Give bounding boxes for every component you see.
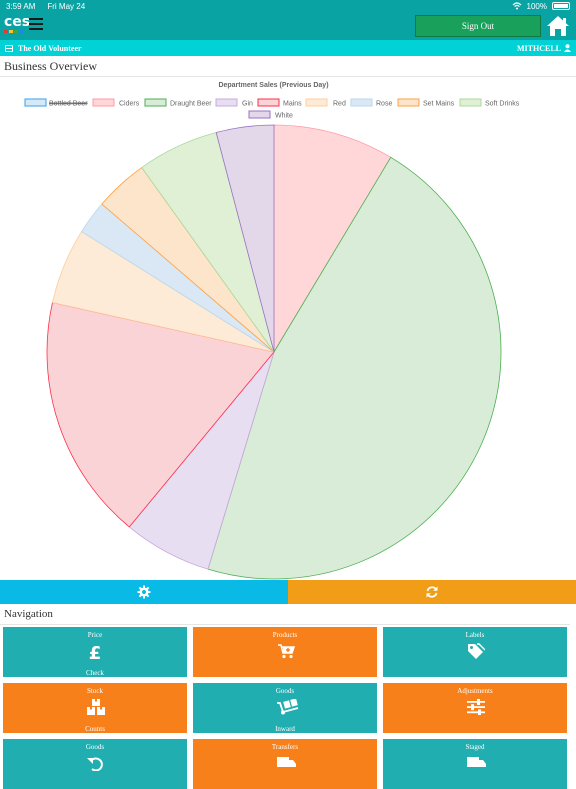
status-bar: 3:59 AM Fri May 24 100% xyxy=(0,0,576,12)
tile-labels[interactable]: Labels xyxy=(383,627,567,677)
legend-swatch[interactable] xyxy=(305,98,328,107)
action-bar xyxy=(0,580,576,604)
venue-bar: The Old Volunteer MITHCELL xyxy=(0,40,576,56)
tile-label: Labels xyxy=(465,631,485,639)
legend-swatch[interactable] xyxy=(24,98,47,107)
tile-label: Goods xyxy=(275,687,295,695)
department-sales-chart: Department Sales (Previous Day) Bottled … xyxy=(24,82,520,580)
legend-label[interactable]: Bottled Beer xyxy=(49,101,88,108)
tile-label: Adjustments xyxy=(457,687,493,695)
cart-plus-icon xyxy=(278,644,295,659)
user-icon xyxy=(564,44,571,52)
legend-label[interactable]: Red xyxy=(333,101,346,108)
tile-label: Staged xyxy=(465,743,485,751)
truck-icon xyxy=(277,757,296,767)
pie-slices xyxy=(46,124,502,580)
legend-label[interactable]: Gin xyxy=(242,101,253,108)
truck-loading-icon xyxy=(467,757,486,767)
undo-icon xyxy=(87,757,103,771)
tile-sublabel: Check xyxy=(86,669,104,677)
sliders-icon xyxy=(467,699,485,715)
legend-swatch[interactable] xyxy=(459,98,482,107)
sign-out-button[interactable]: Sign Out xyxy=(415,15,541,37)
divider xyxy=(0,76,576,77)
status-time: 3:59 AM xyxy=(6,1,36,11)
tile-price-check[interactable]: Price £ Check xyxy=(3,627,187,677)
tile-label: Products xyxy=(272,631,298,639)
legend-label[interactable]: White xyxy=(275,113,293,120)
status-date: Fri May 24 xyxy=(47,1,86,11)
legend-swatch[interactable] xyxy=(350,98,373,107)
tile-label: Goods xyxy=(85,743,105,751)
tile-products[interactable]: Products xyxy=(193,627,377,677)
legend-label[interactable]: Mains xyxy=(283,101,302,108)
pie-slice-draught-beer[interactable] xyxy=(207,156,502,580)
tile-transfers[interactable]: Transfers xyxy=(193,739,377,789)
tile-label: Stock xyxy=(87,687,103,695)
legend-swatch[interactable] xyxy=(397,98,420,107)
refresh-icon xyxy=(426,586,438,598)
divider xyxy=(0,624,570,625)
ces-logo: ces xyxy=(4,14,31,30)
battery-percent: 100% xyxy=(526,1,547,11)
tile-stock-counts[interactable]: Stock Counts xyxy=(3,683,187,733)
tile-staged[interactable]: Staged xyxy=(383,739,567,789)
legend-label[interactable]: Set Mains xyxy=(423,101,455,108)
legend-swatch[interactable] xyxy=(215,98,238,107)
pie-slice-ciders[interactable] xyxy=(273,124,392,354)
tile-sublabel: Counts xyxy=(85,725,105,733)
boxes-icon xyxy=(87,699,105,715)
tile-goods-inward[interactable]: Goods Inward xyxy=(193,683,377,733)
legend-swatch[interactable] xyxy=(92,98,115,107)
venue-icon xyxy=(5,44,13,52)
legend-label[interactable]: Ciders xyxy=(119,101,140,108)
pie-slice-mains[interactable] xyxy=(46,302,275,528)
legend-label[interactable]: Draught Beer xyxy=(170,101,212,108)
wifi-icon xyxy=(512,2,521,10)
battery-icon xyxy=(552,2,570,10)
dolly-icon xyxy=(277,699,299,715)
settings-button[interactable] xyxy=(0,580,288,604)
pound-icon: £ xyxy=(89,643,102,661)
tile-label: Price xyxy=(87,631,103,639)
tile-label: Transfers xyxy=(271,743,299,751)
tile-adjustments[interactable]: Adjustments xyxy=(383,683,567,733)
home-icon[interactable] xyxy=(546,15,570,37)
gear-icon xyxy=(137,585,151,599)
legend-label[interactable]: Rose xyxy=(376,101,392,108)
legend-swatch[interactable] xyxy=(248,110,271,119)
tags-icon xyxy=(468,643,485,659)
user-name[interactable]: MITHCELL xyxy=(516,43,561,53)
venue-name[interactable]: The Old Volunteer xyxy=(18,43,82,53)
top-bar: ces Sign Out xyxy=(0,12,576,40)
svg-text:£: £ xyxy=(89,643,102,661)
hamburger-menu-icon[interactable] xyxy=(29,18,43,30)
logo-dots xyxy=(4,30,23,33)
legend-swatch[interactable] xyxy=(257,98,280,107)
tile-sublabel: Inward xyxy=(275,725,295,733)
refresh-button[interactable] xyxy=(288,580,576,604)
legend-swatch[interactable] xyxy=(144,98,167,107)
chart-legend: Bottled Beer Ciders Draught Beer Gin Mains Re… xyxy=(24,98,520,120)
pie-slice-white[interactable] xyxy=(215,124,275,353)
tile-goods-returns[interactable]: Goods xyxy=(3,739,187,789)
chart-title: Department Sales (Previous Day) xyxy=(218,82,328,89)
page-title: Business Overview xyxy=(4,59,97,73)
legend-label[interactable]: Soft Drinks xyxy=(485,101,520,108)
navigation-heading: Navigation xyxy=(4,608,53,620)
